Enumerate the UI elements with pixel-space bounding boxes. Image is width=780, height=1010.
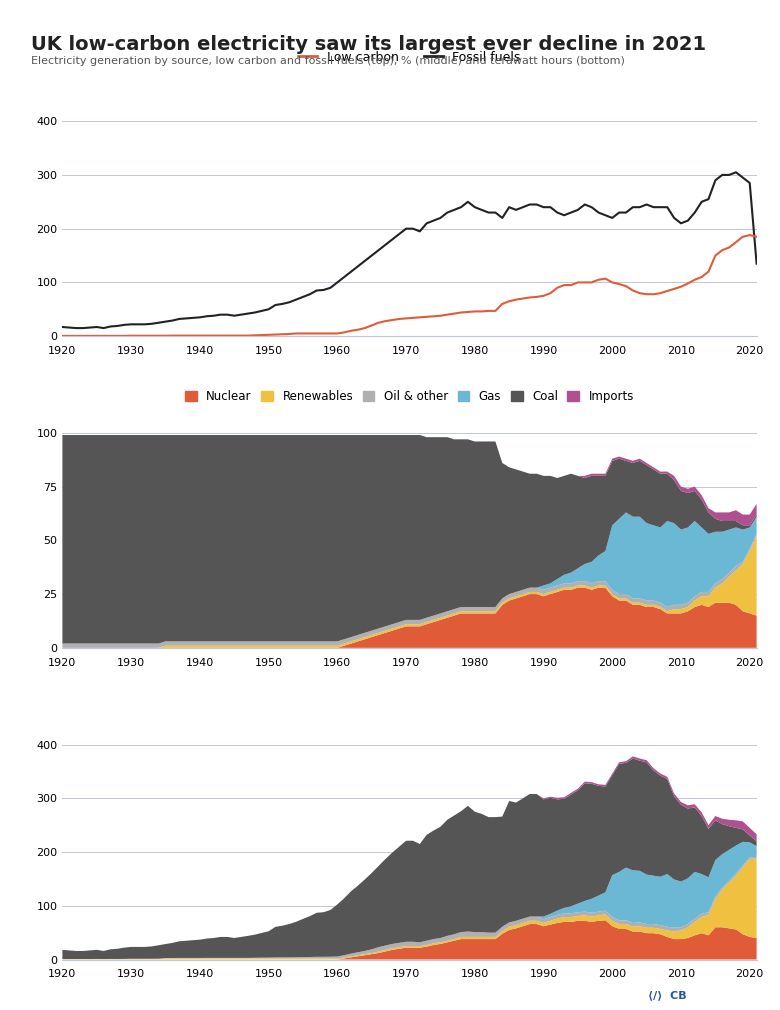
Legend: Nuclear, Renewables, Oil & other, Gas, Coal, Imports: Nuclear, Renewables, Oil & other, Gas, C…: [180, 385, 639, 407]
Legend: Low carbon, Fossil fuels: Low carbon, Fossil fuels: [293, 45, 526, 69]
Text: UK low-carbon electricity saw its largest ever decline in 2021: UK low-carbon electricity saw its larges…: [31, 35, 707, 55]
Text: ⟨/⟩  CB: ⟨/⟩ CB: [647, 990, 686, 1000]
Text: Electricity generation by source, low carbon and fossil fuels (top), % (middle) : Electricity generation by source, low ca…: [31, 56, 625, 66]
